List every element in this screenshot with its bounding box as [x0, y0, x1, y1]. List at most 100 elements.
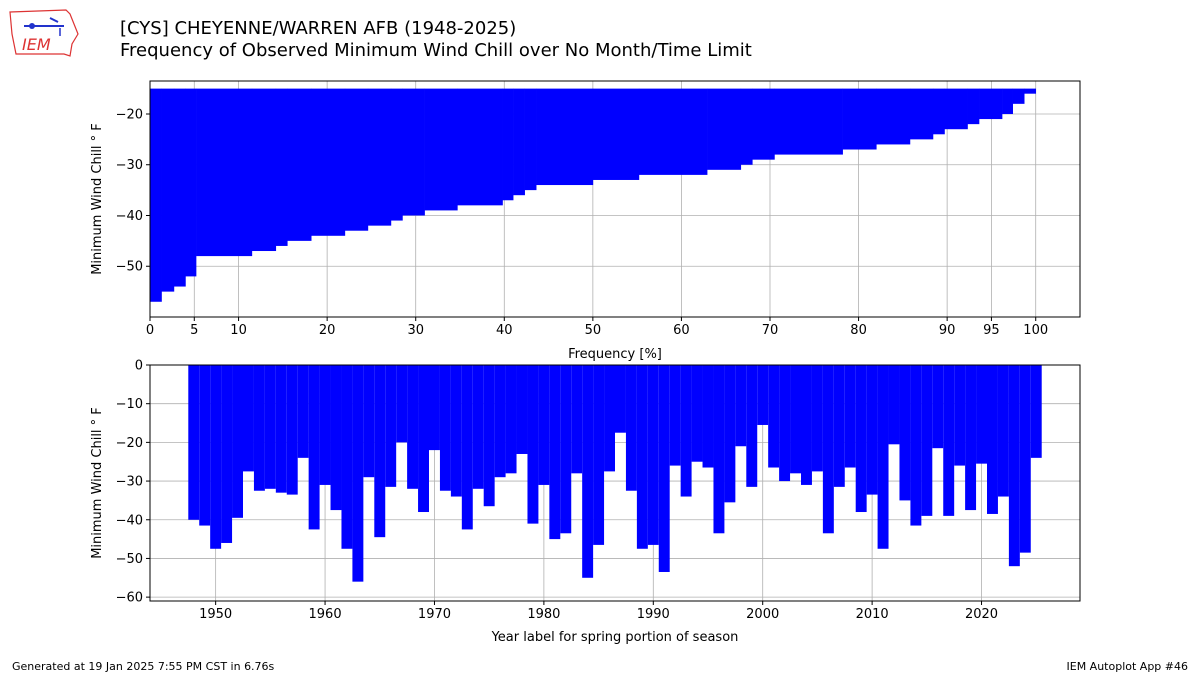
x-tick-label: 20: [319, 323, 336, 338]
x-axis-label: Frequency [%]: [568, 347, 662, 362]
year-bar: [833, 365, 845, 487]
year-bar: [702, 365, 714, 468]
year-bar: [571, 365, 583, 474]
frequency-bar: [513, 88, 525, 196]
frequency-bar: [161, 88, 175, 292]
year-bar: [822, 365, 834, 534]
year-bar: [713, 365, 725, 534]
y-tick-label: −20: [116, 436, 143, 451]
year-bar: [286, 365, 298, 495]
chart-title: [CYS] CHEYENNE/WARREN AFB (1948-2025): [120, 18, 517, 39]
year-bar: [429, 365, 440, 451]
frequency-bar: [967, 88, 980, 125]
year-bar: [232, 365, 243, 518]
x-tick-label: 1950: [199, 607, 232, 622]
frequency-bar: [944, 88, 968, 130]
year-bar: [779, 365, 791, 482]
x-tick-label: 90: [939, 323, 956, 338]
year-bar: [877, 365, 889, 549]
year-bar: [527, 365, 539, 524]
y-axis-label: Minimum Wind Chill ° F: [90, 407, 105, 559]
year-bar: [549, 365, 561, 540]
year-bar: [396, 365, 408, 443]
frequency-bar: [424, 88, 458, 211]
year-bar: [724, 365, 736, 503]
year-bar: [275, 365, 287, 493]
year-bar: [1030, 365, 1042, 458]
year-bar: [844, 365, 856, 468]
year-bar: [790, 365, 801, 474]
year-bar: [385, 365, 397, 487]
y-tick-label: −30: [116, 475, 143, 490]
year-bar: [494, 365, 506, 478]
year-bar: [932, 365, 944, 449]
year-bar: [658, 365, 670, 572]
year-bar: [439, 365, 451, 491]
year-bar: [1019, 365, 1031, 553]
frequency-bar: [842, 88, 877, 150]
frequency-bar: [402, 88, 425, 216]
app-label: IEM Autoplot App #46: [1066, 660, 1189, 673]
x-tick-label: 1970: [418, 607, 451, 622]
iowa-outline-icon: [9, 9, 79, 57]
frequency-bar: [524, 88, 537, 191]
frequency-bar: [367, 88, 392, 226]
x-tick-label: 2000: [746, 607, 779, 622]
x-axis-label: Year label for spring portion of season: [491, 630, 739, 645]
year-bar: [735, 365, 747, 447]
year-bar: [647, 365, 659, 545]
year-bar: [472, 365, 484, 489]
frequency-bar: [536, 88, 594, 186]
y-tick-label: −50: [116, 260, 143, 275]
year-bar: [418, 365, 429, 513]
year-bar: [691, 365, 703, 462]
frequency-bar: [1012, 88, 1025, 104]
x-tick-label: 2010: [856, 607, 889, 622]
frequency-bar: [344, 88, 369, 231]
frequency-bar: [251, 88, 277, 252]
year-bar: [997, 365, 1009, 497]
year-bar: [987, 365, 998, 514]
frequency-bar: [390, 88, 403, 221]
frequency-bar: [638, 88, 708, 175]
x-tick-label: 100: [1023, 323, 1048, 338]
frequency-bar: [150, 88, 162, 302]
year-bar: [954, 365, 966, 466]
frequency-bar: [1024, 88, 1037, 94]
year-bar: [855, 365, 867, 513]
year-bar: [965, 365, 977, 511]
year-bar: [210, 365, 222, 549]
x-tick-label: 5: [190, 323, 198, 338]
logo-text: IEM: [22, 35, 51, 54]
chart-subtitle: Frequency of Observed Minimum Wind Chill…: [120, 40, 752, 61]
year-bar: [461, 365, 473, 530]
year-bar: [264, 365, 276, 489]
frequency-bar: [196, 88, 253, 257]
year-bar: [899, 365, 911, 501]
frequency-bar: [909, 88, 934, 140]
year-bar: [188, 365, 200, 520]
year-bar: [243, 365, 254, 472]
year-bar: [888, 365, 900, 445]
year-bar: [921, 365, 933, 516]
frequency-bar: [457, 88, 503, 206]
x-tick-label: 0: [146, 323, 154, 338]
x-tick-label: 10: [230, 323, 247, 338]
year-bar: [516, 365, 528, 454]
yearly-minimum-chart: 1950 1960 1970 1980 1990 2000 2010 2020 0 −10 −20 −…: [90, 359, 1081, 645]
frequency-bar: [1002, 88, 1013, 114]
year-bar: [1008, 365, 1020, 567]
year-bar: [976, 365, 987, 464]
frequency-bar: [592, 88, 640, 180]
year-bar: [352, 365, 364, 582]
generated-timestamp: Generated at 19 Jan 2025 7:55 PM CST in …: [12, 660, 275, 673]
plot-frame: [149, 364, 1081, 602]
year-bar: [625, 365, 637, 491]
x-tick-label: 60: [673, 323, 690, 338]
year-bar: [615, 365, 626, 433]
y-tick-label: −40: [116, 209, 143, 224]
y-tick-label: −50: [116, 552, 143, 567]
year-bar: [450, 365, 462, 497]
frequency-bar: [932, 88, 945, 135]
